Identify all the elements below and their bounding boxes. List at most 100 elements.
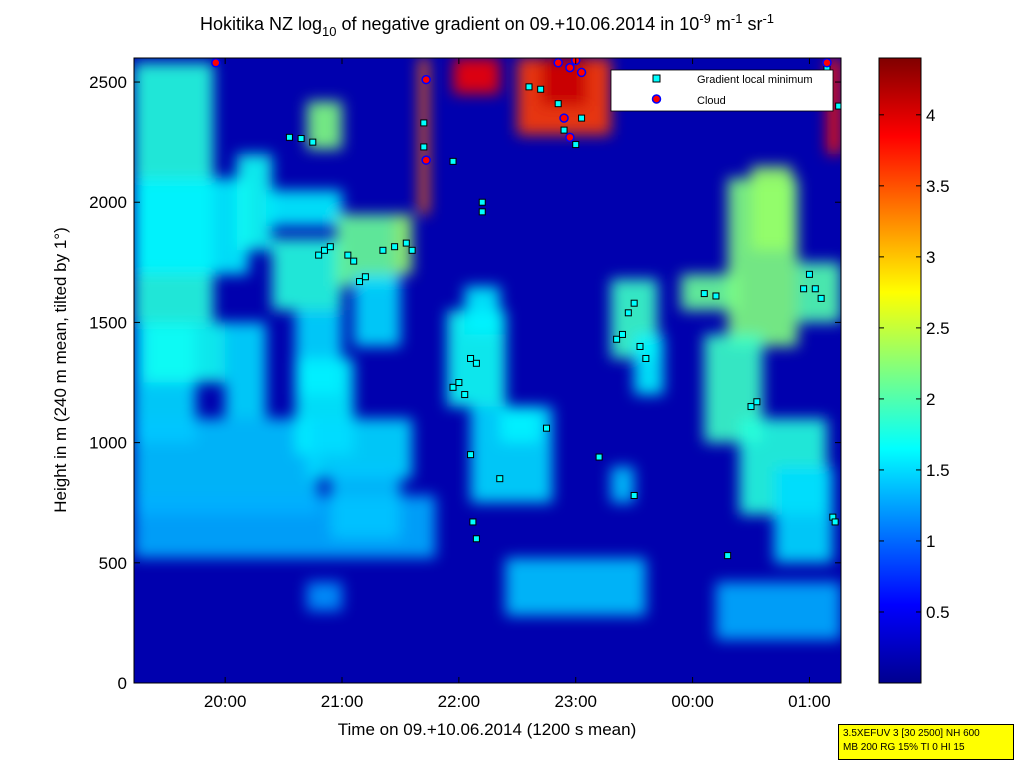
gradient-minimum-point	[800, 285, 808, 293]
gradient-minimum-point	[747, 403, 755, 411]
info-line-2: MB 200 RG 15% TI 0 HI 15	[843, 742, 965, 753]
x-axis-label: Time on 09.+10.06.2014 (1200 s mean)	[338, 720, 636, 739]
gradient-minimum-point	[537, 85, 545, 93]
heatmap-region-8	[266, 190, 343, 227]
gradient-minimum-point	[572, 141, 580, 149]
gradient-minimum-point	[408, 246, 416, 254]
heatmap-region-5	[134, 178, 249, 275]
gradient-minimum-point	[636, 342, 644, 350]
gradient-minimum-point	[455, 379, 463, 387]
colorbar-tick-label: 3	[926, 248, 935, 267]
heatmap-region-39	[419, 58, 429, 215]
y-tick-label: 500	[99, 554, 127, 573]
gradient-minimum-point	[356, 278, 364, 286]
x-tick-label: 23:00	[554, 692, 597, 711]
heatmap-region-29	[751, 166, 792, 251]
heatmap-region-32	[774, 466, 833, 563]
heatmap-region-26	[610, 466, 635, 503]
gradient-minimum-point	[700, 290, 708, 298]
legend-label-gradient: Gradient local minimum	[697, 74, 813, 86]
gradient-minimum-point	[805, 270, 813, 278]
gradient-minimum-point	[624, 309, 632, 317]
gradient-minimum-point	[496, 475, 504, 483]
colorbar-tick-label: 3.5	[926, 177, 950, 196]
gradient-minimum-point	[344, 251, 352, 259]
gradient-minimum-point	[724, 552, 732, 560]
legend: Gradient local minimum Cloud	[610, 69, 834, 112]
heatmap-regions	[134, 58, 841, 640]
gradient-minimum-point	[472, 535, 480, 543]
gradient-minimum-point	[467, 354, 475, 362]
gradient-minimum-point	[472, 359, 480, 367]
x-tick-label: 20:00	[204, 692, 247, 711]
gradient-minimum-point	[831, 518, 839, 526]
gradient-minimum-point	[630, 492, 638, 499]
gradient-minimum-point	[817, 294, 825, 302]
gradient-minimum-point	[543, 424, 551, 432]
heatmap-region-6	[225, 322, 267, 419]
colorbar-tick-label: 1.5	[926, 461, 950, 480]
gradient-minimum-point	[320, 246, 328, 254]
y-axis-ticks: 0 500 1000 1500 2000 2500	[89, 73, 841, 693]
gradient-minimum-point	[578, 114, 586, 122]
gradient-minimum-point	[420, 119, 428, 127]
info-line-1: 3.5XEFUV 3 [30 2500] NH 600	[843, 728, 980, 739]
cloud-point	[576, 67, 587, 78]
gradient-minimum-point	[379, 246, 387, 254]
heatmap-region-36	[540, 58, 588, 107]
cloud-point	[553, 58, 563, 68]
gradient-minimum-point	[618, 330, 626, 338]
gradient-minimum-point	[391, 243, 399, 251]
gradient-minimum-point	[613, 335, 621, 343]
gradient-minimum-point	[350, 257, 358, 265]
gradient-minimum-point	[811, 285, 819, 293]
cloud-point	[565, 132, 575, 143]
gradient-minimum-point	[478, 198, 486, 206]
legend-marker-cloud	[651, 94, 662, 104]
gradient-minimum-point	[753, 398, 761, 406]
gradient-minimum-point	[467, 451, 475, 459]
gradient-minimum-point	[595, 453, 603, 461]
gradient-minimum-point	[326, 243, 334, 251]
x-tick-label: 00:00	[671, 692, 714, 711]
gradient-minimum-point	[478, 208, 486, 216]
gradient-minimum-point	[835, 102, 841, 110]
heatmap-region-34	[715, 582, 841, 640]
y-axis-label: Height in m (240 m mean, tilted by 1°)	[51, 227, 70, 513]
legend-marker-gradient	[652, 74, 661, 83]
gradient-minimum-point	[642, 354, 650, 362]
y-tick-label: 0	[118, 674, 127, 693]
x-tick-label: 21:00	[321, 692, 364, 711]
heatmap-region-13	[330, 466, 401, 539]
plot-frame	[133, 57, 842, 684]
y-tick-label: 2500	[89, 73, 127, 92]
x-tick-label: 01:00	[788, 692, 831, 711]
heatmap-region-2	[143, 322, 226, 383]
colorbar-tick-label: 1	[926, 532, 935, 551]
gradient-minimum-point	[309, 138, 317, 146]
gradient-minimum-point	[560, 126, 568, 134]
colorbar-ticks: 0.5 1 1.5 2 2.5 3 3.5 4	[879, 106, 950, 622]
colorbar-tick-label: 2	[926, 390, 935, 409]
gradient-minimum-point	[469, 518, 477, 526]
heatmap-region-22	[499, 406, 541, 443]
gradient-minimum-point	[361, 273, 369, 281]
colorbar	[878, 57, 922, 684]
cloud-point	[421, 74, 431, 85]
colorbar-tick-label: 0.5	[926, 603, 950, 622]
cloud-point	[421, 155, 431, 165]
cloud-point	[565, 62, 575, 73]
legend-box	[610, 69, 834, 112]
gradient-minimum-point	[402, 239, 410, 247]
gradient-minimum-point	[420, 143, 428, 151]
x-axis-ticks: 20:00 21:00 22:00 23:00 00:00 01:00	[204, 58, 831, 711]
legend-label-cloud: Cloud	[697, 95, 726, 107]
colorbar-tick-label: 4	[926, 106, 935, 125]
y-tick-label: 2000	[89, 193, 127, 212]
heatmap-region-33	[797, 262, 841, 323]
cloud-point	[822, 58, 832, 68]
heatmap-region-37	[453, 58, 500, 95]
gradient-minimum-point	[630, 299, 638, 307]
heatmap-region-20	[464, 286, 500, 335]
